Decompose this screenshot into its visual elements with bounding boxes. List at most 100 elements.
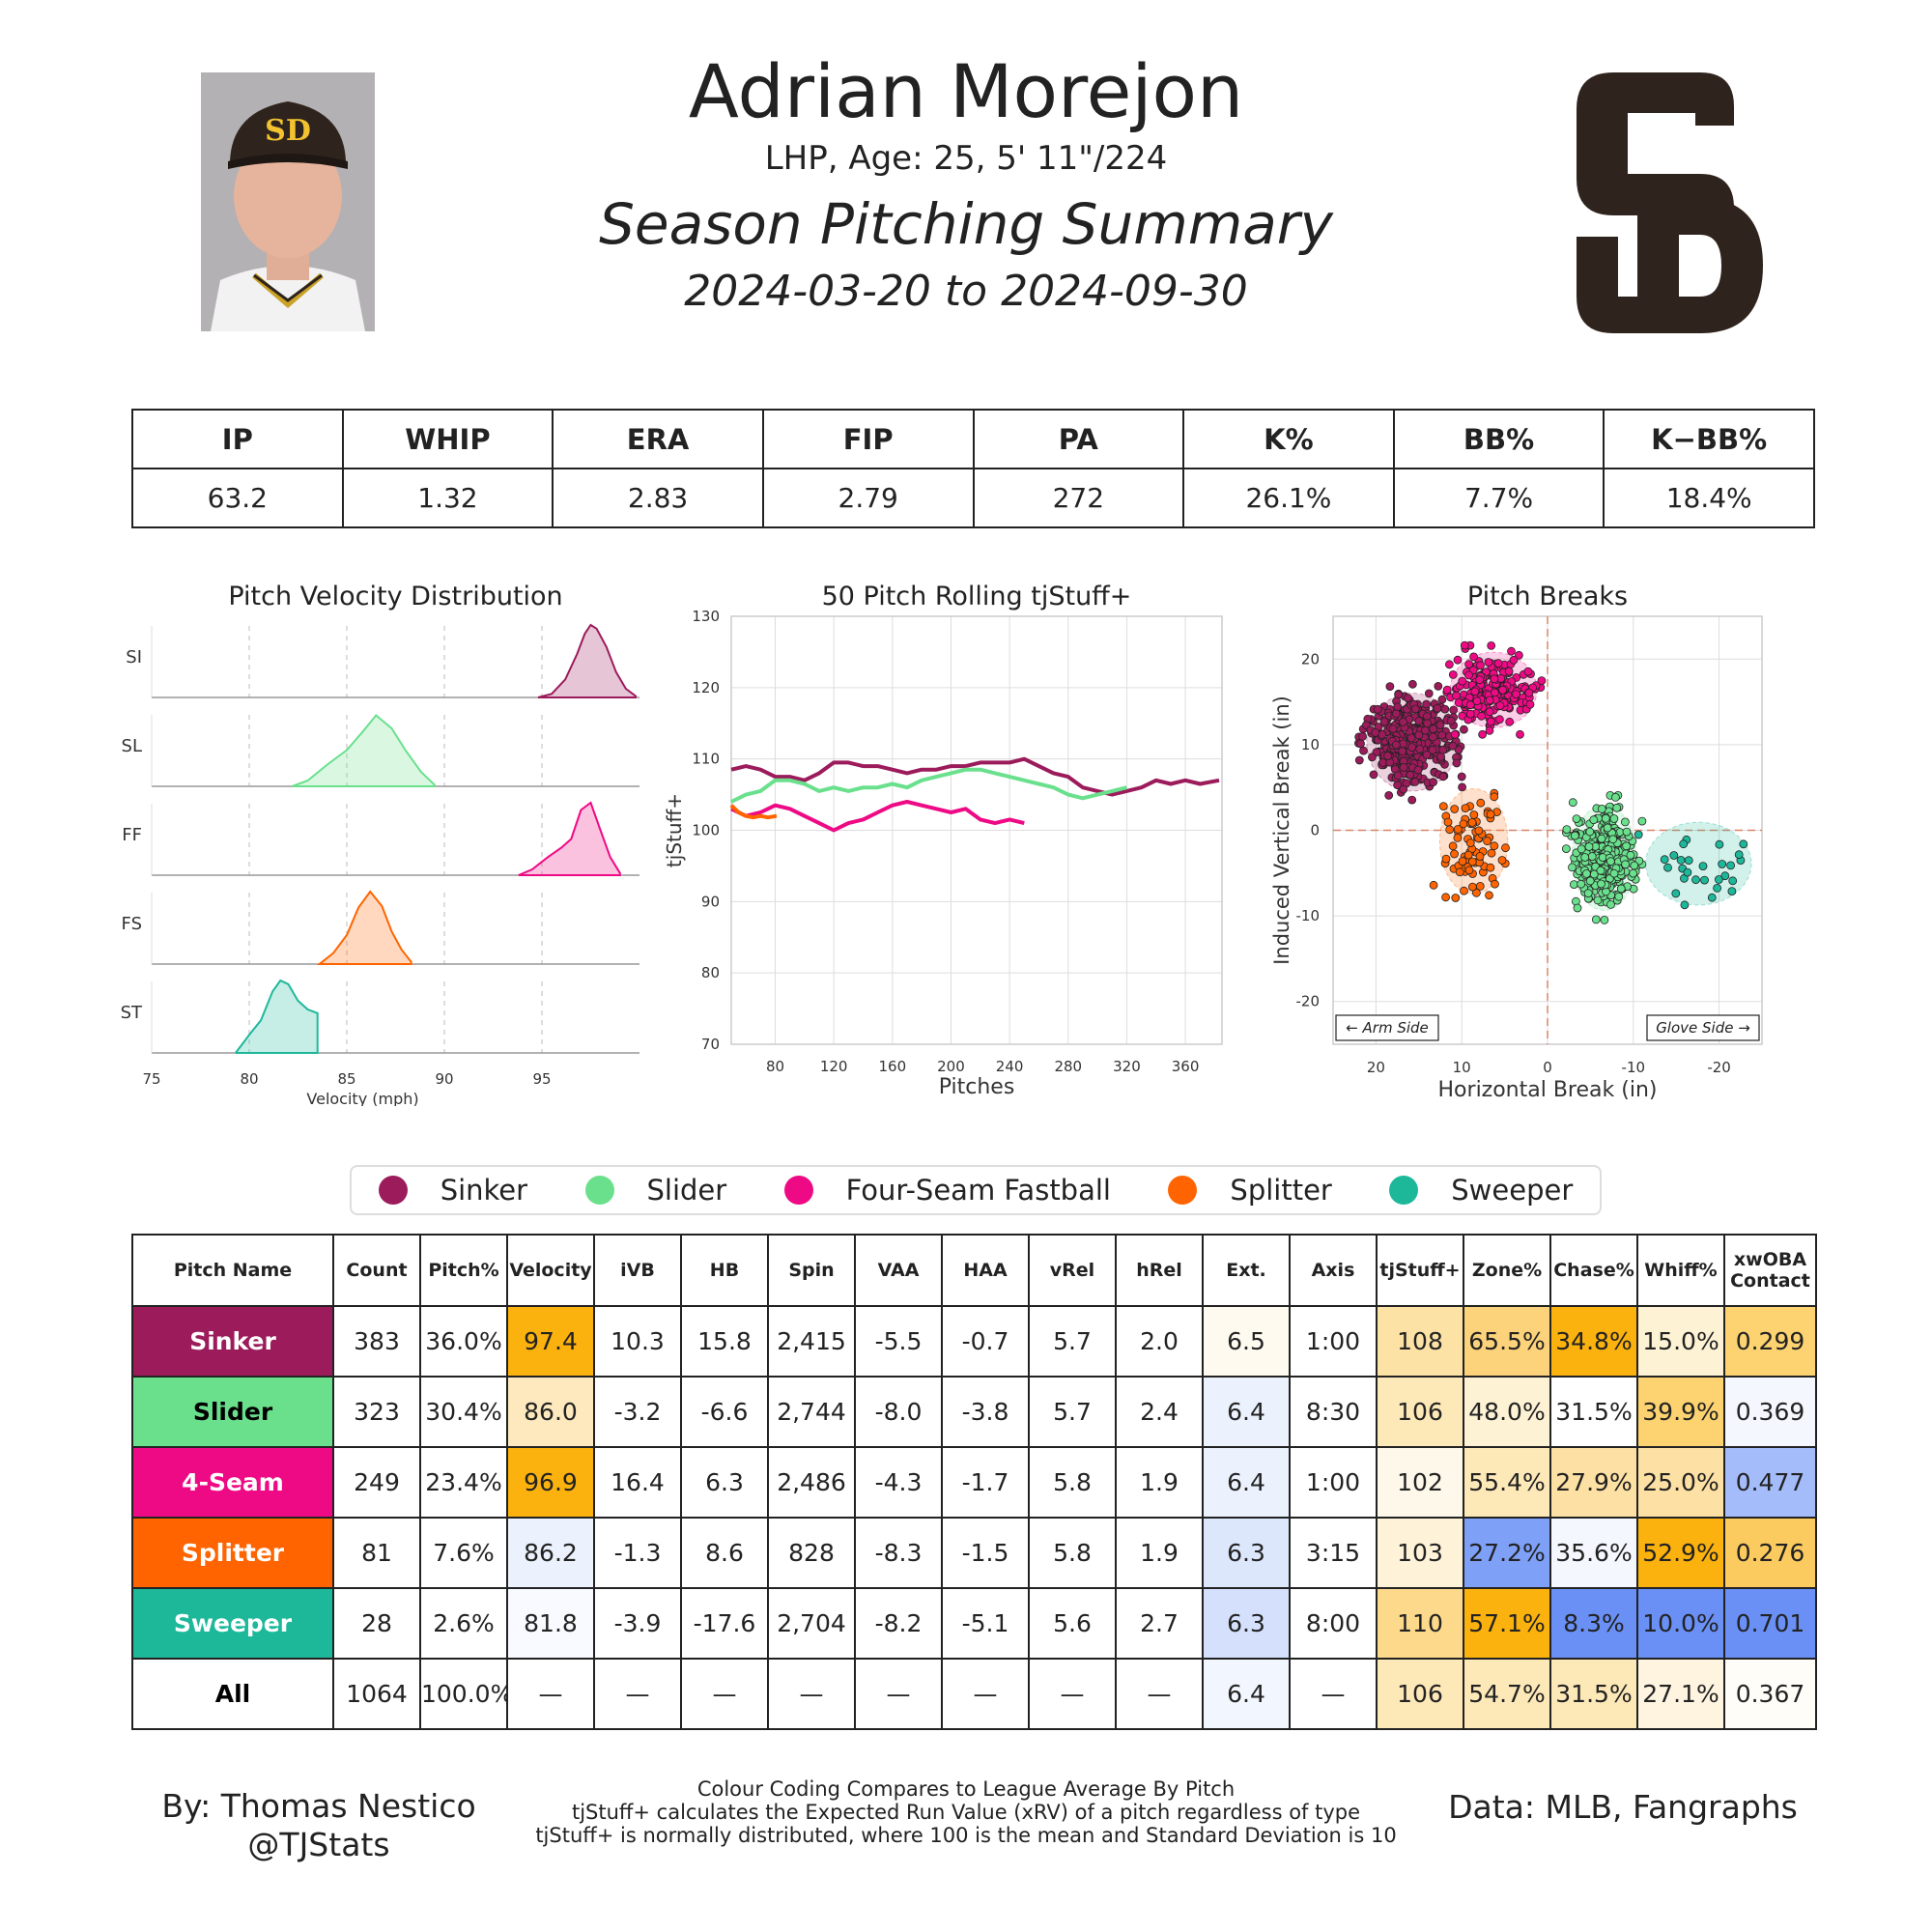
pitch-point bbox=[1596, 866, 1605, 875]
pitch-point bbox=[1457, 772, 1466, 781]
table-cell: 8.6 bbox=[680, 1517, 769, 1589]
x-tick-label: 85 bbox=[337, 1070, 355, 1088]
season-stats-table: IP WHIP ERA FIP PA K% BB% K−BB% 63.2 1.3… bbox=[131, 409, 1815, 528]
pitch-point bbox=[1684, 856, 1693, 866]
pitch-point bbox=[1630, 861, 1639, 870]
player-headshot: SD bbox=[201, 72, 375, 331]
pitch-point bbox=[1707, 893, 1717, 902]
pitch-name-cell: Sinker bbox=[131, 1305, 334, 1378]
pitch-point bbox=[1440, 704, 1450, 714]
pitch-point bbox=[1448, 841, 1458, 851]
table-cell: -8.0 bbox=[854, 1376, 943, 1448]
pitch-point bbox=[1452, 691, 1461, 700]
annotation-box bbox=[1646, 1014, 1760, 1041]
column-header: Axis bbox=[1289, 1234, 1378, 1307]
pitch-point bbox=[1459, 724, 1468, 734]
y-tick-label: 80 bbox=[701, 964, 720, 981]
pitch-point bbox=[1438, 772, 1448, 781]
pitch-point bbox=[1399, 762, 1408, 772]
pitch-point bbox=[1433, 703, 1442, 713]
pitch-point bbox=[1727, 887, 1737, 896]
table-cell: 2,486 bbox=[767, 1446, 856, 1519]
x-tick-label: 95 bbox=[532, 1070, 551, 1088]
table-cell: 106 bbox=[1376, 1658, 1464, 1730]
table-cell: — bbox=[854, 1658, 943, 1730]
density-curve bbox=[537, 623, 638, 698]
pitch-point bbox=[1561, 844, 1571, 854]
pitch-point bbox=[1429, 732, 1437, 742]
table-row: All 1064 100.0% — — — — — — — —6.4—106 54.7% 31.5% 27… bbox=[131, 1658, 1817, 1730]
pitch-point bbox=[1383, 752, 1393, 760]
pitch-point bbox=[1490, 792, 1499, 802]
table-cell: 100.0% bbox=[419, 1658, 508, 1730]
author-handle: @TJStats bbox=[247, 1826, 390, 1863]
table-cell: 5.7 bbox=[1028, 1305, 1117, 1378]
x-tick-label: 320 bbox=[1113, 1058, 1141, 1075]
pitch-point bbox=[1691, 875, 1700, 885]
pitch-point bbox=[1435, 721, 1445, 729]
pitch-point bbox=[1486, 863, 1495, 872]
density-curve bbox=[518, 801, 621, 876]
row-label: FS bbox=[122, 914, 142, 934]
x-axis-label: Pitches bbox=[939, 1075, 1015, 1099]
table-cell: 48.0% bbox=[1463, 1376, 1551, 1448]
cluster-ellipse bbox=[1645, 821, 1752, 906]
table-cell: 102 bbox=[1376, 1446, 1464, 1519]
table-cell: 86.2 bbox=[506, 1517, 595, 1589]
pitch-point bbox=[1577, 879, 1586, 889]
x-tick-label: 240 bbox=[996, 1058, 1024, 1075]
pitch-point bbox=[1441, 893, 1451, 902]
table-cell: 81 bbox=[332, 1517, 421, 1589]
table-cell: 35.6% bbox=[1549, 1517, 1638, 1589]
pitch-point bbox=[1585, 876, 1595, 886]
pitch-point bbox=[1507, 646, 1516, 656]
x-tick-label: 80 bbox=[240, 1070, 258, 1088]
density-curve bbox=[235, 979, 319, 1054]
table-cell: 1.9 bbox=[1115, 1446, 1204, 1519]
pitch-point bbox=[1509, 655, 1519, 665]
footer-notes: Colour Coding Compares to League Average… bbox=[502, 1777, 1430, 1847]
y-tick-label: 0 bbox=[1310, 822, 1320, 839]
pitch-point bbox=[1464, 660, 1474, 668]
table-cell: 34.8% bbox=[1549, 1305, 1638, 1378]
pitch-name-cell: 4-Seam bbox=[131, 1446, 334, 1519]
x-tick-label: 200 bbox=[937, 1058, 965, 1075]
pitch-point bbox=[1369, 770, 1378, 780]
pitch-point bbox=[1407, 795, 1417, 805]
pitch-point bbox=[1452, 758, 1462, 768]
player-name: Adrian Morejon bbox=[688, 48, 1244, 134]
stat-value: 2.83 bbox=[552, 468, 764, 528]
pitch-point bbox=[1512, 690, 1520, 699]
pitch-point bbox=[1580, 853, 1590, 862]
velocity-distribution-chart: Pitch Velocity Distribution SI SL FF FS ST 75 8… bbox=[121, 582, 639, 1106]
table-cell: 106 bbox=[1376, 1376, 1464, 1448]
y-tick-label: 110 bbox=[692, 751, 720, 768]
pitch-point bbox=[1459, 819, 1468, 829]
pitch-point bbox=[1501, 843, 1510, 853]
pitch-point bbox=[1444, 660, 1454, 669]
table-row: Sweeper 28 2.6% 81.8 -3.9 -17.6 2,704 -8.2 -5.1 5… bbox=[131, 1587, 1817, 1660]
table-cell: 2,704 bbox=[767, 1587, 856, 1660]
pitch-point bbox=[1446, 716, 1456, 725]
pitch-point bbox=[1441, 854, 1451, 864]
pitch-point bbox=[1676, 855, 1686, 865]
table-cell: — bbox=[593, 1658, 682, 1730]
pitch-point bbox=[1450, 849, 1459, 859]
column-header: Velocity bbox=[506, 1234, 595, 1307]
table-cell: 6.4 bbox=[1202, 1658, 1291, 1730]
legend-item: Sweeper bbox=[1389, 1174, 1573, 1207]
pitch-point bbox=[1399, 784, 1408, 794]
table-cell: 5.6 bbox=[1028, 1587, 1117, 1660]
pitch-point bbox=[1464, 866, 1474, 875]
legend-item: Sinker bbox=[378, 1174, 527, 1207]
stat-header: K−BB% bbox=[1603, 409, 1815, 469]
pitch-point bbox=[1472, 696, 1482, 706]
column-header: Chase% bbox=[1549, 1234, 1638, 1307]
pitch-point bbox=[1450, 805, 1460, 813]
density-curve bbox=[292, 714, 436, 787]
season-stats-value-row: 63.2 1.32 2.83 2.79 272 26.1% 7.7% 18.4% bbox=[131, 468, 1815, 528]
table-cell: -0.7 bbox=[941, 1305, 1030, 1378]
table-cell: 249 bbox=[332, 1446, 421, 1519]
table-row: Sinker 383 36.0% 97.4 10.3 15.8 2,415 -5.5 -0.7 5… bbox=[131, 1305, 1817, 1378]
row-label: FF bbox=[122, 825, 142, 845]
